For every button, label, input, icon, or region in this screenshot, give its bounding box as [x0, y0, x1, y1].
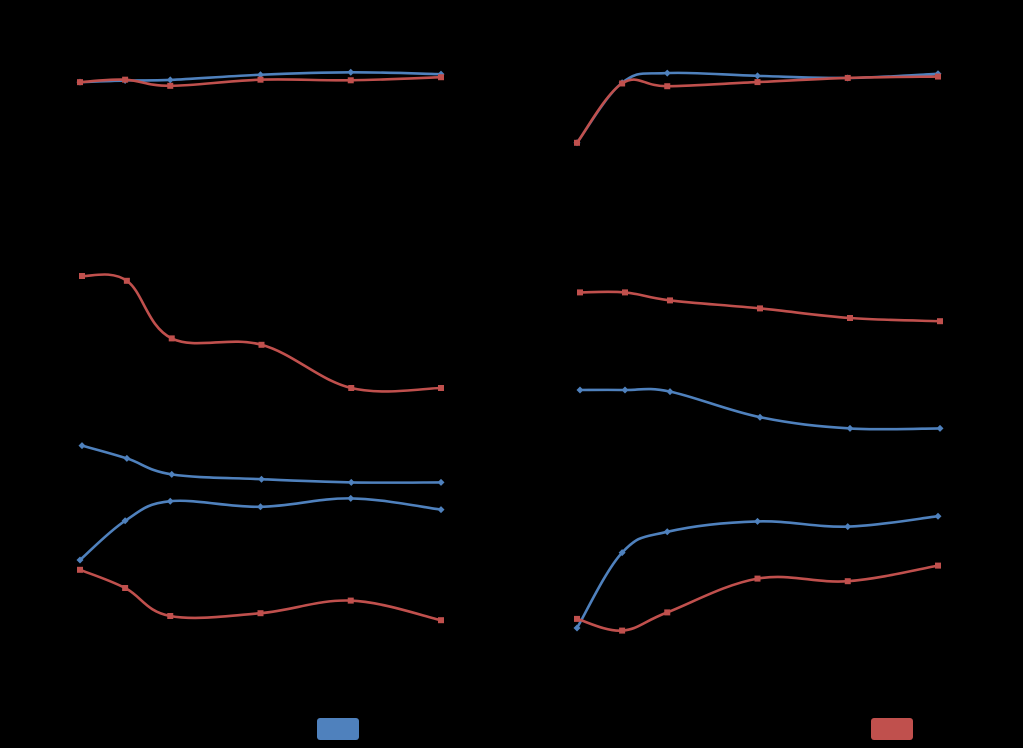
series-2-point-6	[935, 73, 941, 80]
series-1-point-2	[618, 549, 626, 557]
series-2-point-4	[258, 341, 265, 348]
series-1-point-3	[166, 497, 174, 505]
series-2-point-2	[619, 80, 626, 87]
series-1-point-6	[437, 506, 445, 514]
chart-panel-top-right	[573, 69, 942, 147]
chart-panel-middle-left	[78, 273, 445, 486]
series-1-point-6	[936, 424, 944, 432]
series-2-point-4	[257, 76, 264, 83]
series-1-point-2	[121, 517, 129, 525]
series-2-point-2	[123, 277, 130, 284]
series-2-point-1	[574, 615, 580, 622]
series-2-point-2	[122, 76, 129, 83]
series-2-point-3	[167, 613, 174, 619]
series-1-point-3	[663, 528, 671, 536]
series-2-point-3	[168, 335, 175, 342]
series-2-point-1	[77, 79, 83, 86]
series-1-point-3	[166, 76, 174, 84]
chart-panel-bottom-left	[76, 494, 445, 624]
series-1-point-5	[844, 523, 852, 531]
series-1-point-4	[258, 475, 265, 483]
series-1-point-5	[347, 494, 355, 502]
series-1-point-2	[621, 386, 629, 394]
series-2-point-5	[347, 77, 354, 84]
series-2-point-3	[167, 82, 174, 89]
series-2-point-1	[577, 289, 583, 296]
series-1-point-1	[576, 386, 584, 394]
series-1-point-4	[257, 71, 264, 79]
series-1-point-1	[76, 556, 84, 564]
series-1-point-4	[257, 503, 264, 511]
series-1-point-5	[846, 424, 854, 432]
series-2-point-1	[79, 273, 85, 279]
series-1-point-6	[934, 512, 942, 520]
series-1-point-3	[168, 470, 176, 478]
series-1-point-3	[666, 388, 674, 396]
series-1-point-4	[754, 72, 761, 80]
series-2-point-1	[574, 139, 580, 146]
series-2-point-6	[438, 385, 444, 391]
series-2-point-3	[667, 297, 673, 304]
series-2-point-6	[438, 617, 444, 624]
legend-swatch-series-1	[317, 718, 359, 740]
series-2-point-3	[664, 83, 671, 90]
chart-panel-bottom-right	[573, 512, 942, 634]
chart-panel-middle-right	[576, 289, 944, 432]
series-2-point-5	[844, 578, 851, 585]
series-2-point-2	[619, 627, 626, 634]
series-1-point-2	[123, 454, 131, 462]
series-2-point-5	[348, 385, 355, 391]
series-2-point-5	[347, 597, 354, 604]
chart-panel-top-left	[76, 68, 445, 89]
series-1-point-4	[754, 517, 761, 525]
chart-panels	[76, 68, 944, 634]
series-1-point-6	[437, 478, 445, 486]
series-1-point-5	[347, 478, 355, 486]
series-1-point-1	[78, 442, 86, 450]
series-2-point-4	[257, 610, 264, 617]
series-2-point-4	[754, 79, 761, 86]
series-1-point-4	[756, 413, 764, 421]
series-2-point-4	[757, 305, 763, 312]
series-2-point-6	[935, 562, 941, 569]
series-2-point-5	[844, 74, 851, 81]
series-2-point-2	[122, 585, 129, 591]
series-1-point-3	[663, 69, 671, 77]
series-2-point-6	[438, 74, 444, 81]
series-1-point-1	[573, 624, 581, 632]
series-line-1	[575, 514, 940, 630]
legend-swatch-series-2	[871, 718, 913, 740]
series-2-point-5	[847, 315, 853, 321]
series-2-point-1	[77, 566, 83, 573]
series-2-point-2	[622, 289, 628, 296]
series-2-point-4	[754, 575, 761, 582]
series-2-point-3	[664, 609, 671, 616]
series-2-point-6	[937, 318, 943, 325]
series-1-point-5	[347, 68, 355, 76]
